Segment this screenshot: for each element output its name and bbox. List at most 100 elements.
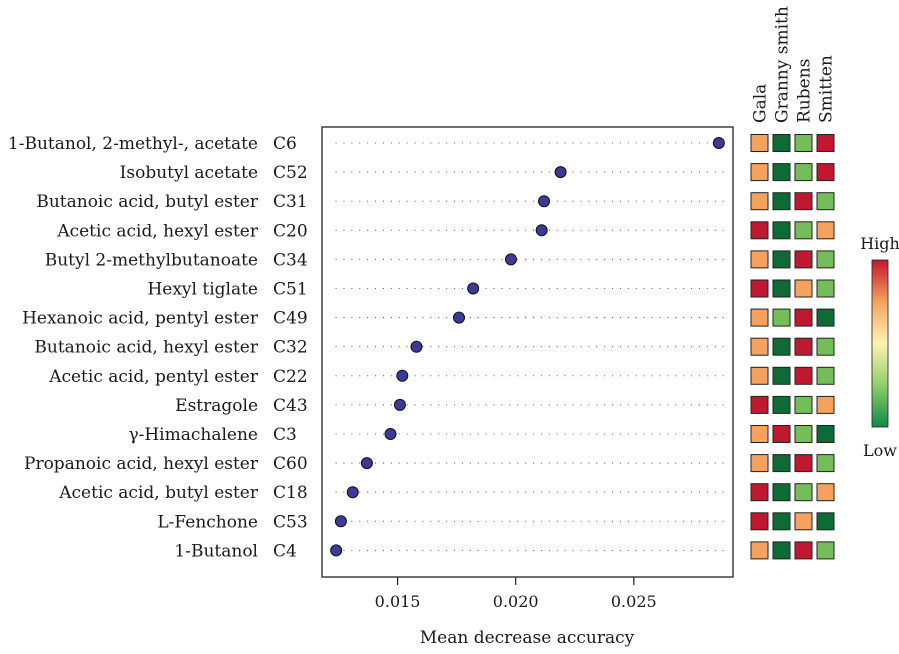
heatmap-cell	[794, 454, 813, 473]
data-point	[330, 544, 343, 557]
heatmap-cell	[772, 512, 791, 531]
heatmap-cell	[750, 134, 769, 152]
heatmap-cell	[794, 250, 813, 269]
heatmap	[750, 134, 835, 560]
heatmap-cell	[794, 221, 813, 240]
heatmap-cell	[750, 512, 769, 531]
heatmap-cell	[794, 337, 813, 356]
heatmap-cell	[772, 279, 791, 298]
row-code: C53	[273, 512, 308, 532]
heatmap-cell	[750, 163, 769, 182]
row-label: Butyl 2-methylbutanoate	[45, 250, 258, 270]
heatmap-cell	[750, 454, 769, 473]
row-label: 1-Butanol	[174, 541, 258, 561]
row-code: C49	[273, 309, 308, 329]
heatmap-cell	[772, 454, 791, 473]
row-code: C31	[273, 192, 308, 212]
data-point	[453, 311, 465, 324]
heatmap-column-header: Gala	[751, 84, 771, 123]
x-axis: 0.015 0.020 0.025	[375, 577, 657, 611]
x-axis-label: Mean decrease accuracy	[420, 628, 635, 648]
heatmap-cell	[816, 512, 835, 531]
heatmap-cell	[816, 337, 835, 356]
heatmap-cell	[772, 192, 791, 211]
data-point	[334, 515, 347, 528]
data-point	[554, 166, 567, 179]
heatmap-cell	[750, 279, 769, 298]
colorbar-high-label: High	[860, 234, 899, 253]
row-label: Isobutyl acetate	[120, 163, 258, 183]
heatmap-cell	[750, 425, 769, 443]
heatmap-cell	[772, 425, 791, 443]
heatmap-cell	[816, 366, 835, 385]
heatmap-cell	[794, 163, 813, 182]
heatmap-cell	[750, 192, 769, 211]
row-label: Acetic acid, pentyl ester	[48, 367, 259, 387]
row-label: γ-Himachalene	[128, 425, 258, 445]
heatmap-cell	[816, 541, 835, 560]
heatmap-cell	[750, 366, 769, 385]
row-label: L-Fenchone	[157, 512, 258, 532]
heatmap-cell	[816, 134, 835, 152]
row-label: Acetic acid, hexyl ester	[56, 221, 259, 241]
heatmap-cell	[816, 395, 835, 414]
row-label: Estragole	[175, 396, 258, 416]
heatmap-cell	[772, 250, 791, 269]
row-labels: 1-Butanol, 2-methyl-, acetate Isobutyl ac…	[8, 134, 259, 561]
heatmap-cell	[772, 134, 791, 152]
row-code: C60	[273, 454, 308, 474]
row-guides	[335, 142, 728, 551]
row-code: C18	[273, 483, 308, 503]
heatmap-cell	[816, 221, 835, 240]
row-label: Butanoic acid, hexyl ester	[34, 338, 258, 358]
row-label: Hexanoic acid, pentyl ester	[22, 309, 259, 329]
heatmap-cell	[816, 454, 835, 473]
heatmap-cell	[816, 425, 835, 443]
heatmap-cell	[750, 541, 769, 560]
row-label: Butanoic acid, butyl ester	[36, 192, 259, 212]
heatmap-cell	[816, 163, 835, 182]
heatmap-cell	[750, 221, 769, 240]
colorbar-gradient	[871, 259, 889, 428]
heatmap-cell	[794, 483, 813, 502]
heatmap-cell	[772, 308, 791, 327]
row-code: C20	[273, 221, 308, 241]
data-point	[535, 224, 548, 237]
colorbar-low-label: Low	[863, 441, 897, 460]
heatmap-cell	[772, 163, 791, 182]
row-code: C52	[273, 163, 308, 183]
heatmap-cell	[750, 308, 769, 327]
heatmap-cell	[794, 541, 813, 560]
data-point	[504, 253, 517, 266]
x-tick-label: 0.020	[493, 592, 539, 611]
heatmap-column-header: Rubens	[795, 59, 815, 123]
heatmap-cell	[750, 395, 769, 414]
row-label: Acetic acid, butyl ester	[58, 483, 259, 503]
heatmap-cell	[794, 395, 813, 414]
heatmap-cell	[794, 279, 813, 298]
heatmap-cell	[772, 395, 791, 414]
row-label: Propanoic acid, hexyl ester	[24, 454, 259, 474]
data-point	[410, 340, 423, 353]
row-code: C43	[273, 396, 308, 416]
data-point	[467, 282, 480, 295]
heatmap-cell	[772, 366, 791, 385]
data-point	[393, 398, 406, 411]
data-point	[538, 195, 551, 208]
heatmap-cell	[772, 337, 791, 356]
heatmap-cell	[794, 425, 813, 443]
heatmap-cell	[750, 483, 769, 502]
data-point	[384, 428, 397, 440]
heatmap-cell	[816, 483, 835, 502]
data-points	[330, 137, 725, 557]
data-point	[396, 369, 409, 382]
heatmap-cell	[816, 250, 835, 269]
heatmap-cell	[750, 250, 769, 269]
row-code: C32	[273, 338, 308, 358]
heatmap-cell	[794, 192, 813, 211]
heatmap-column-header: Smitten	[817, 55, 837, 123]
data-point	[360, 457, 373, 470]
row-code: C51	[273, 280, 308, 300]
heatmap-cell	[750, 337, 769, 356]
